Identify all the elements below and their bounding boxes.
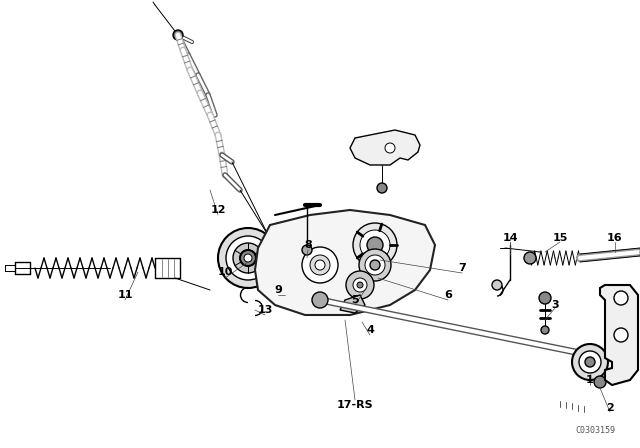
Polygon shape — [600, 285, 638, 385]
Text: 17-RS: 17-RS — [337, 400, 373, 410]
Polygon shape — [255, 210, 435, 315]
Text: 7: 7 — [458, 263, 466, 273]
Circle shape — [302, 245, 312, 255]
Circle shape — [585, 357, 595, 367]
Circle shape — [353, 278, 367, 292]
Polygon shape — [340, 295, 365, 313]
Circle shape — [310, 255, 330, 275]
Text: 5: 5 — [351, 295, 359, 305]
Circle shape — [539, 292, 551, 304]
Circle shape — [579, 351, 601, 373]
Circle shape — [346, 271, 374, 299]
Circle shape — [367, 237, 383, 253]
Circle shape — [233, 243, 263, 273]
Circle shape — [524, 252, 536, 264]
Text: 9: 9 — [274, 285, 282, 295]
Circle shape — [315, 260, 325, 270]
Circle shape — [359, 249, 391, 281]
Text: 16: 16 — [607, 233, 623, 243]
Text: 13: 13 — [257, 305, 273, 315]
Circle shape — [244, 254, 252, 262]
Circle shape — [302, 247, 338, 283]
Circle shape — [614, 291, 628, 305]
Circle shape — [240, 250, 256, 266]
Circle shape — [365, 255, 385, 275]
Circle shape — [218, 228, 278, 288]
Circle shape — [594, 376, 606, 388]
Circle shape — [385, 143, 395, 153]
Polygon shape — [350, 130, 420, 165]
Text: 10: 10 — [218, 267, 233, 277]
Circle shape — [226, 236, 270, 280]
Text: 1: 1 — [586, 375, 594, 385]
Circle shape — [377, 183, 387, 193]
Circle shape — [353, 223, 397, 267]
Text: 12: 12 — [211, 205, 226, 215]
Text: 2: 2 — [606, 403, 614, 413]
Circle shape — [584, 349, 596, 361]
Circle shape — [572, 344, 608, 380]
Circle shape — [614, 328, 628, 342]
Text: 15: 15 — [552, 233, 568, 243]
Circle shape — [492, 280, 502, 290]
Text: C0303159: C0303159 — [575, 426, 615, 435]
Text: 4: 4 — [366, 325, 374, 335]
Circle shape — [541, 326, 549, 334]
Circle shape — [312, 292, 328, 308]
Circle shape — [370, 260, 380, 270]
Text: 8: 8 — [304, 240, 312, 250]
Circle shape — [360, 230, 390, 260]
Text: 14: 14 — [502, 233, 518, 243]
Circle shape — [357, 282, 363, 288]
Text: 11: 11 — [117, 290, 132, 300]
Circle shape — [173, 30, 183, 40]
Text: 6: 6 — [444, 290, 452, 300]
Text: 3: 3 — [551, 300, 559, 310]
